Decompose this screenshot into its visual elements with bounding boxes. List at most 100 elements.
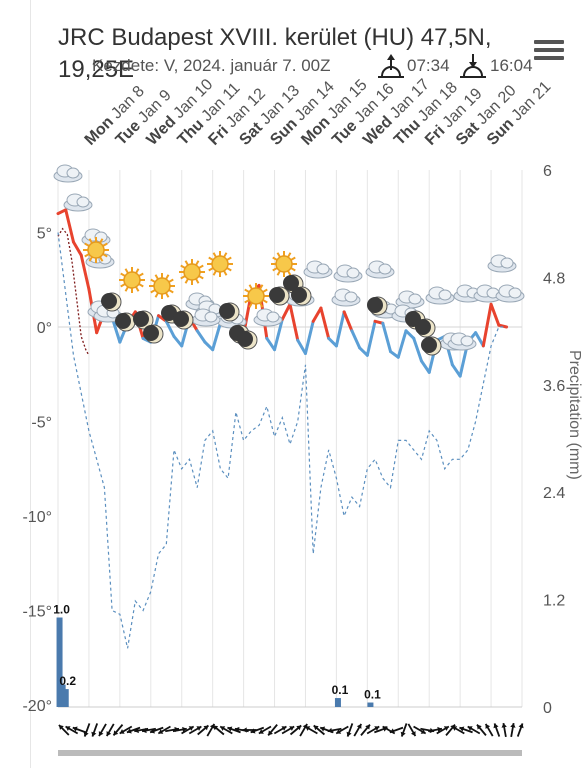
cloud-icon bbox=[253, 308, 283, 327]
sun-icon bbox=[179, 259, 205, 285]
cloud-icon bbox=[495, 284, 525, 303]
weather-symbols bbox=[53, 164, 525, 356]
wind-arrow-icon bbox=[149, 726, 164, 734]
precipitation-bar bbox=[59, 684, 66, 707]
y-right-tick-label: 1.2 bbox=[543, 593, 565, 610]
wind-arrow-icon bbox=[105, 723, 115, 737]
y-right-tick-label: 6 bbox=[543, 163, 552, 180]
wind-arrow-icon bbox=[141, 727, 156, 734]
menu-bar-icon bbox=[534, 40, 564, 44]
temperature-segment bbox=[273, 317, 284, 352]
wind-arrow-icon bbox=[273, 725, 287, 735]
y-left-tick-label: 5° bbox=[37, 226, 52, 243]
y-left-tick-label: -5° bbox=[31, 415, 52, 432]
moon-icon bbox=[415, 318, 436, 338]
wind-arrow-icon bbox=[476, 724, 487, 736]
moon-icon bbox=[219, 302, 240, 322]
wind-arrow-icon bbox=[98, 723, 107, 737]
cloud-icon bbox=[473, 284, 503, 303]
temperature-segment bbox=[164, 319, 176, 338]
cloud-icon bbox=[333, 264, 363, 283]
sun-icon bbox=[243, 283, 269, 309]
wind-arrow-icon bbox=[91, 723, 99, 737]
temperature-segment bbox=[474, 331, 485, 348]
temperature-segment bbox=[334, 310, 346, 348]
temperature-segment bbox=[280, 302, 292, 321]
sun-icon bbox=[83, 237, 109, 263]
sunset-time: 16:04 bbox=[490, 56, 533, 75]
precipitation-label: 0.2 bbox=[59, 674, 76, 688]
dewpoint-line bbox=[57, 227, 90, 356]
wind-arrow-icon bbox=[258, 725, 272, 735]
minimum-temperature-line bbox=[57, 232, 507, 649]
grid-layer bbox=[57, 170, 523, 708]
wind-arrow-icon bbox=[304, 725, 318, 735]
temperature-segment bbox=[195, 329, 207, 344]
wind-arrow-icon bbox=[289, 724, 302, 736]
cloud-icon bbox=[487, 254, 517, 273]
y-left-tick-label: -15° bbox=[22, 604, 52, 621]
menu-bar-icon bbox=[534, 56, 564, 60]
cloud-icon bbox=[53, 164, 83, 183]
moon-icon bbox=[143, 324, 164, 344]
hamburger-menu-icon[interactable] bbox=[534, 40, 564, 64]
moon-icon bbox=[237, 330, 258, 350]
chart-subtitle: Kezdete: V, 2024. január 7. 00Z bbox=[92, 56, 331, 75]
cloud-icon bbox=[63, 193, 93, 212]
wind-arrow-icon bbox=[493, 723, 501, 737]
sun-icon bbox=[207, 251, 233, 277]
wind-arrow-icon bbox=[407, 723, 417, 737]
temperature-segment bbox=[365, 319, 377, 357]
precipitation-bar bbox=[56, 617, 63, 707]
wind-arrow-icon bbox=[413, 725, 427, 735]
wind-arrow-icon bbox=[335, 725, 349, 735]
temperature-segment bbox=[172, 334, 184, 348]
temperature-segment bbox=[450, 363, 462, 378]
wind-arrow-icon bbox=[451, 725, 465, 735]
temperature-segment bbox=[265, 336, 277, 352]
wind-arrow-icon bbox=[281, 725, 295, 735]
moon-icon bbox=[367, 296, 388, 316]
wind-arrow-icon bbox=[119, 725, 133, 735]
wind-arrow-icon bbox=[157, 725, 171, 735]
y-right-tick-label: 2.4 bbox=[543, 485, 565, 502]
temperature-segment bbox=[303, 319, 315, 355]
menu-bar-icon bbox=[534, 48, 564, 52]
wind-arrow-icon bbox=[360, 724, 371, 736]
temperature-segment bbox=[342, 310, 354, 333]
precipitation-bars: 1.0 0.2 0.1 0.1 bbox=[53, 603, 381, 707]
cloud-icon bbox=[331, 288, 361, 307]
wind-arrow-icon bbox=[188, 725, 202, 735]
precipitation-label: 0.1 bbox=[332, 683, 349, 697]
precipitation-bar bbox=[62, 689, 69, 707]
temperature-segment bbox=[79, 253, 91, 291]
y-left-tick-label: -20° bbox=[22, 698, 52, 715]
wind-arrow-icon bbox=[72, 726, 87, 734]
temperature-segment bbox=[419, 359, 431, 374]
sun-icon bbox=[271, 251, 297, 277]
wind-arrow-icon bbox=[445, 724, 456, 736]
wind-row bbox=[58, 722, 524, 756]
wind-arrow-icon bbox=[327, 727, 342, 734]
temperature-segment bbox=[481, 302, 493, 348]
temperature-segment bbox=[358, 346, 369, 357]
temperature-segment bbox=[404, 329, 416, 340]
wind-arrow-icon bbox=[436, 725, 450, 735]
wind-arrow-icon bbox=[366, 725, 380, 735]
wind-arrow-icon bbox=[459, 726, 473, 734]
wind-arrow-icon bbox=[58, 724, 70, 736]
y-right-tick-label: 0 bbox=[543, 700, 552, 717]
wind-arrow-icon bbox=[112, 724, 124, 736]
precipitation-label: 1.0 bbox=[53, 603, 70, 617]
wind-arrow-icon bbox=[510, 722, 516, 738]
y-right-tick-label: 3.6 bbox=[543, 378, 565, 395]
temperature-segment bbox=[412, 336, 423, 363]
y-right-tick-label: 4.8 bbox=[543, 270, 565, 287]
wind-arrow-icon bbox=[212, 724, 225, 736]
wind-arrow-icon bbox=[219, 725, 233, 735]
y-axis-right-label: Precipitation (mm) bbox=[566, 350, 583, 480]
sunset-icon bbox=[460, 54, 486, 78]
moon-icon bbox=[101, 292, 122, 312]
